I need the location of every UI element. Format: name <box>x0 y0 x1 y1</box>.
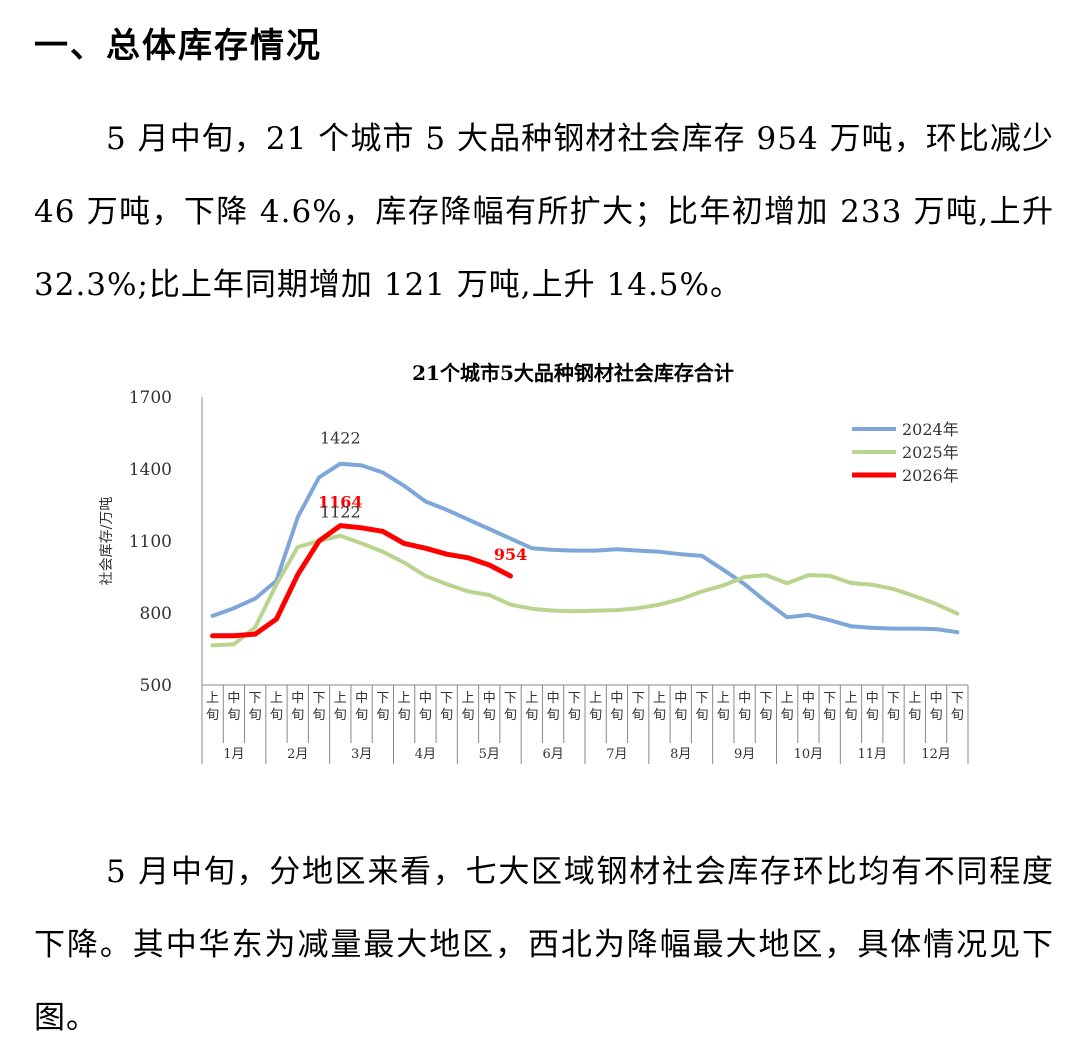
month-label: 12月 <box>921 747 951 762</box>
data-label: 1164 <box>318 493 363 512</box>
inventory-line-chart: 21个城市5大品种钢材社会库存合计社会库存/万吨 500 800 1100 1400 17… <box>0 345 1080 765</box>
x-tick-label: 下旬 <box>440 691 453 723</box>
x-tick-label: 上旬 <box>844 691 857 723</box>
x-tick-label: 中旬 <box>866 691 879 723</box>
x-tick-label: 下旬 <box>249 691 262 723</box>
month-label: 8月 <box>670 747 691 762</box>
x-tick-label: 上旬 <box>908 691 921 723</box>
y-tick-label: 1100 <box>129 532 172 552</box>
paragraph-summary: 5 月中旬，21 个城市 5 大品种钢材社会库存 954 万吨，环比减少 46 … <box>34 121 1054 303</box>
x-tick-label: 下旬 <box>823 691 836 723</box>
x-tick-label: 下旬 <box>759 691 772 723</box>
data-label: 954 <box>494 545 527 564</box>
x-tick-label: 下旬 <box>632 691 645 723</box>
x-tick-label: 下旬 <box>376 691 389 723</box>
x-tick-label: 中旬 <box>419 691 432 723</box>
month-label: 1月 <box>223 747 244 762</box>
data-label: 1422 <box>320 429 361 448</box>
month-label: 9月 <box>734 747 755 762</box>
legend-label: 2025年 <box>902 443 959 462</box>
x-tick-label: 下旬 <box>696 691 709 723</box>
y-tick-label: 1400 <box>129 460 172 480</box>
x-tick-label: 中旬 <box>930 691 943 723</box>
x-tick-label: 上旬 <box>653 691 666 723</box>
x-tick-label: 中旬 <box>738 691 751 723</box>
x-tick-label: 上旬 <box>334 691 347 723</box>
y-tick-label: 500 <box>140 676 172 696</box>
x-tick-label: 中旬 <box>227 691 240 723</box>
month-label: 11月 <box>857 747 887 762</box>
x-tick-label: 中旬 <box>547 691 560 723</box>
y-tick-label: 800 <box>140 604 172 624</box>
series-line-2024年 <box>210 461 960 635</box>
paragraph-regional: 5 月中旬，分地区来看，七大区域钢材社会库存环比均有不同程度下降。其中华东为减量… <box>34 854 1054 1036</box>
x-tick-label: 上旬 <box>781 691 794 723</box>
month-label: 7月 <box>606 747 627 762</box>
x-tick-label: 中旬 <box>291 691 304 723</box>
section-heading: 一、总体库存情况 <box>34 26 322 66</box>
x-tick-label: 上旬 <box>398 691 411 723</box>
x-tick-label: 下旬 <box>951 691 964 723</box>
x-tick-label: 中旬 <box>355 691 368 723</box>
x-tick-label: 上旬 <box>717 691 730 723</box>
x-tick-label: 下旬 <box>504 691 517 723</box>
data-label: 1122 <box>320 503 361 522</box>
x-tick-label: 上旬 <box>461 691 474 723</box>
legend-label: 2024年 <box>902 420 959 439</box>
month-label: 5月 <box>479 747 500 762</box>
month-label: 4月 <box>415 747 436 762</box>
x-tick-label: 中旬 <box>802 691 815 723</box>
chart-title: 21个城市5大品种钢材社会库存合计 <box>412 361 734 385</box>
x-tick-label: 下旬 <box>568 691 581 723</box>
y-axis-label: 社会库存/万吨 <box>99 497 115 586</box>
month-label: 3月 <box>351 747 372 762</box>
x-tick-label: 上旬 <box>270 691 283 723</box>
legend-label: 2026年 <box>902 466 959 485</box>
month-label: 2月 <box>287 747 308 762</box>
x-tick-label: 下旬 <box>887 691 900 723</box>
x-tick-label: 上旬 <box>525 691 538 723</box>
x-tick-label: 中旬 <box>674 691 687 723</box>
x-tick-label: 中旬 <box>610 691 623 723</box>
x-tick-label: 中旬 <box>483 691 496 723</box>
y-tick-label: 1700 <box>129 388 172 408</box>
series-line-2025年 <box>210 533 960 648</box>
month-label: 6月 <box>542 747 563 762</box>
x-tick-label: 上旬 <box>206 691 219 723</box>
x-tick-label: 上旬 <box>589 691 602 723</box>
x-tick-label: 下旬 <box>313 691 326 723</box>
month-label: 10月 <box>794 747 824 762</box>
series-line-2026年 <box>210 523 513 639</box>
